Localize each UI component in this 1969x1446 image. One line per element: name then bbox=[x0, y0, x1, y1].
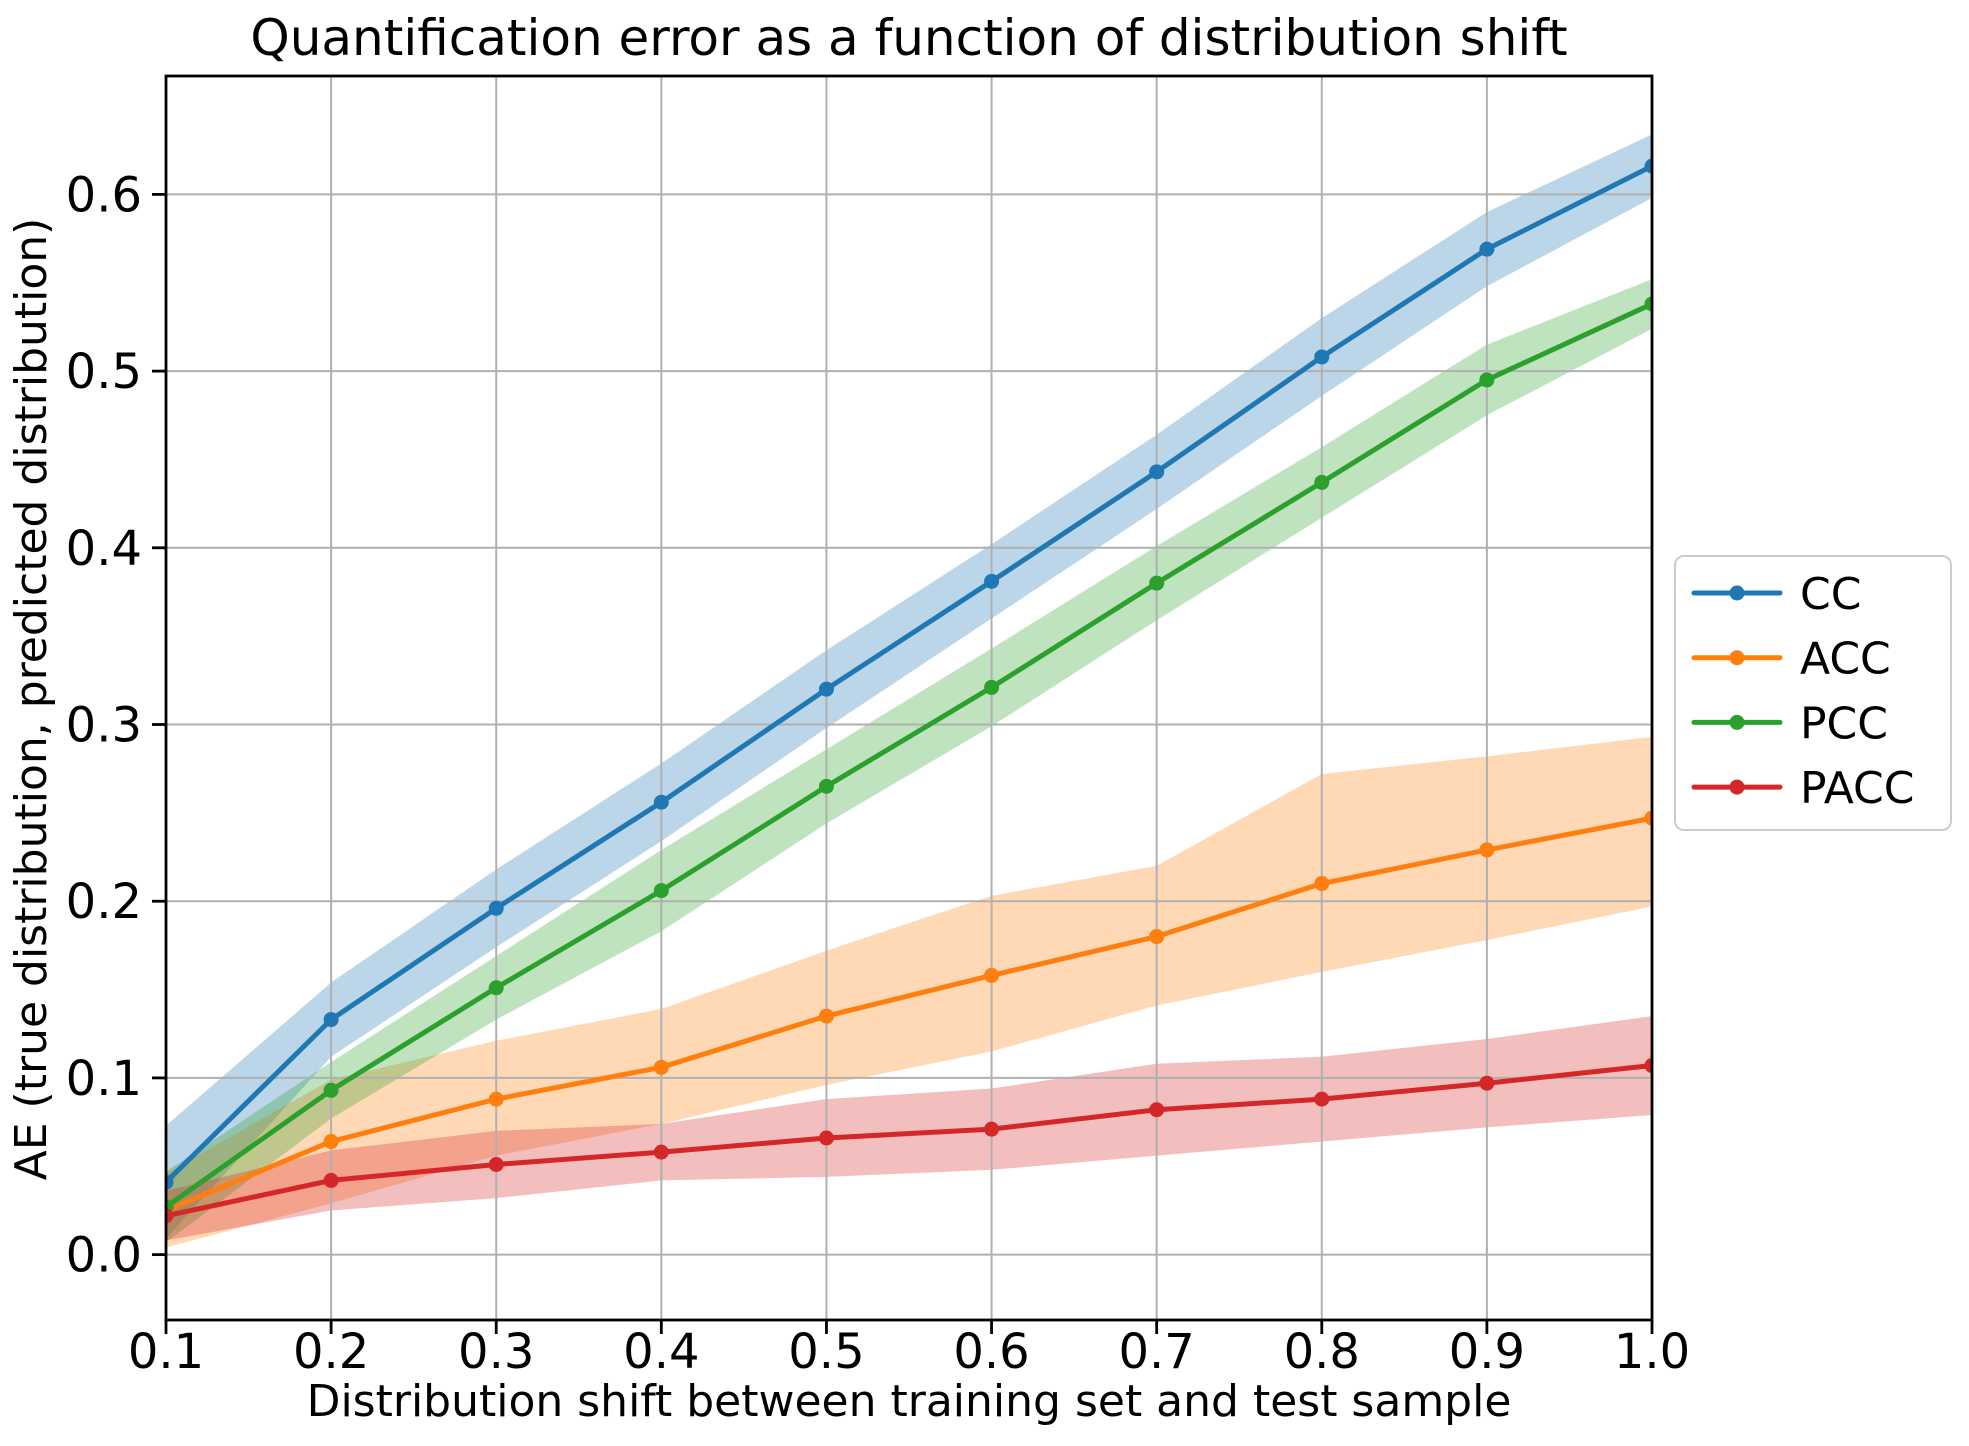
cc-marker bbox=[818, 681, 834, 697]
x-axis-label: Distribution shift between training set … bbox=[307, 1376, 1512, 1427]
data-series bbox=[166, 158, 1652, 1224]
x-tick-label: 0.5 bbox=[788, 1324, 864, 1380]
x-tick-label: 0.7 bbox=[1118, 1324, 1194, 1380]
cc-marker bbox=[984, 573, 1000, 589]
legend-marker bbox=[1729, 585, 1745, 601]
pacc-marker bbox=[818, 1130, 834, 1146]
pcc-marker bbox=[818, 778, 834, 794]
x-tick-label: 0.2 bbox=[293, 1324, 369, 1380]
pcc-confidence-band bbox=[166, 279, 1652, 1243]
cc-marker bbox=[1644, 158, 1652, 174]
y-tick-label: 0.2 bbox=[66, 874, 142, 930]
acc-marker bbox=[1644, 810, 1652, 826]
pcc-marker bbox=[1644, 296, 1652, 312]
pacc-marker bbox=[984, 1121, 1000, 1137]
pacc-series bbox=[166, 1058, 1652, 1224]
pcc-marker bbox=[488, 980, 504, 996]
acc-marker bbox=[1314, 876, 1330, 892]
pacc-marker bbox=[323, 1172, 339, 1188]
cc-marker bbox=[653, 794, 669, 810]
pcc-line bbox=[166, 301, 1652, 1210]
legend-label: PCC bbox=[1800, 698, 1888, 749]
y-tick-label: 0.1 bbox=[66, 1051, 142, 1107]
legend-label: CC bbox=[1800, 569, 1861, 620]
chart-title: Quantification error as a function of di… bbox=[250, 9, 1567, 67]
cc-marker bbox=[488, 900, 504, 916]
legend-marker bbox=[1729, 650, 1745, 666]
acc-line bbox=[166, 815, 1652, 1213]
x-tick-label: 0.6 bbox=[953, 1324, 1029, 1380]
pcc-marker bbox=[1479, 372, 1495, 388]
cc-marker bbox=[323, 1012, 339, 1028]
acc-marker bbox=[984, 967, 1000, 983]
legend-box bbox=[1674, 555, 1952, 831]
pacc-marker bbox=[166, 1208, 174, 1224]
acc-marker bbox=[1149, 929, 1165, 945]
y-tick-label: 0.0 bbox=[66, 1228, 142, 1284]
cc-marker bbox=[1314, 349, 1330, 365]
cc-marker bbox=[1149, 464, 1165, 480]
cc-confidence-band bbox=[166, 134, 1652, 1239]
pcc-marker bbox=[1149, 575, 1165, 591]
plot-border bbox=[164, 74, 1654, 1322]
pacc-marker bbox=[1479, 1075, 1495, 1091]
legend-item-pcc: PCC bbox=[1691, 698, 1888, 749]
pcc-marker bbox=[323, 1082, 339, 1098]
pacc-marker bbox=[1149, 1102, 1165, 1118]
legend-marker bbox=[1729, 714, 1745, 730]
legend-item-acc: ACC bbox=[1691, 634, 1891, 685]
legend-label: ACC bbox=[1800, 634, 1891, 685]
pacc-line bbox=[166, 1063, 1652, 1219]
pcc-series bbox=[166, 296, 1652, 1215]
legend: CC ACC PCC PACC bbox=[1674, 555, 1952, 831]
acc-marker bbox=[488, 1091, 504, 1107]
pacc-marker bbox=[1644, 1058, 1652, 1074]
cc-line bbox=[166, 163, 1652, 1185]
pacc-marker bbox=[653, 1144, 669, 1160]
acc-marker bbox=[323, 1134, 339, 1150]
legend-label: PACC bbox=[1800, 763, 1915, 814]
acc-marker bbox=[818, 1008, 834, 1024]
pcc-marker bbox=[984, 679, 1000, 695]
x-tick-label: 0.1 bbox=[128, 1324, 204, 1380]
pcc-marker bbox=[653, 883, 669, 899]
pacc-marker bbox=[488, 1157, 504, 1172]
y-tick-label: 0.5 bbox=[66, 344, 142, 400]
pacc-confidence-band bbox=[166, 1016, 1652, 1241]
y-tick-label: 0.4 bbox=[66, 521, 142, 577]
acc-marker bbox=[1479, 842, 1495, 858]
x-tick-label: 1.0 bbox=[1614, 1324, 1690, 1380]
legend-item-pacc: PACC bbox=[1691, 763, 1915, 814]
pcc-marker bbox=[1314, 474, 1330, 490]
x-tick-label: 0.4 bbox=[623, 1324, 699, 1380]
x-tick-label: 0.3 bbox=[458, 1324, 534, 1380]
legend-marker bbox=[1729, 779, 1745, 795]
x-tick-label: 0.9 bbox=[1449, 1324, 1525, 1380]
cc-series bbox=[166, 158, 1652, 1190]
pacc-marker bbox=[1314, 1091, 1330, 1107]
cc-marker bbox=[1479, 241, 1495, 257]
y-tick-label: 0.6 bbox=[66, 167, 142, 223]
y-axis-label: AE (true distribution, predicted distrib… bbox=[6, 218, 57, 1181]
cc-marker bbox=[166, 1174, 174, 1190]
acc-marker bbox=[653, 1059, 669, 1075]
confidence-bands bbox=[166, 134, 1652, 1248]
x-tick-label: 0.8 bbox=[1284, 1324, 1360, 1380]
y-tick-label: 0.3 bbox=[66, 698, 142, 754]
legend-item-cc: CC bbox=[1691, 569, 1861, 620]
axes: 0.1 0.2 0.3 0.4 0.5 0.6 0.7 0.8 0.9 1.0 0.0 0.1 0.2 0… bbox=[66, 74, 1690, 1380]
acc-confidence-band bbox=[166, 736, 1652, 1248]
